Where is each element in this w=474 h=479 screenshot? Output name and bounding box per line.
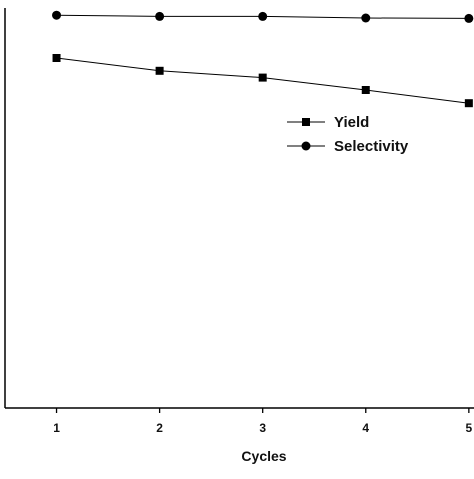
x-axis-title: Cycles [241,448,286,464]
legend-marker [302,118,310,126]
axes [4,8,474,409]
legend-label: Yield [334,114,369,131]
series-yield [52,54,473,108]
data-point [155,11,165,21]
legend-label: Selectivity [334,138,409,155]
data-point [258,73,267,82]
x-tick-label: 5 [466,421,473,435]
legend-item: Selectivity [287,138,409,155]
data-point [52,54,61,62]
x-tick-label: 1 [53,421,60,435]
data-point [155,66,164,75]
legend-item: Yield [287,114,369,131]
data-point [52,10,62,20]
series-layer [52,10,474,108]
x-ticks: 1 2 3 4 5 [53,408,473,435]
legend-marker [301,141,311,151]
data-point [258,11,268,21]
data-point [361,13,371,23]
data-point [361,86,370,94]
data-point [464,99,473,108]
x-tick-label: 3 [259,421,266,435]
data-point [464,13,474,23]
x-tick-label: 2 [156,421,163,435]
legend: Yield Selectivity [287,114,409,155]
series-selectivity [52,10,474,23]
x-tick-label: 4 [362,421,369,435]
